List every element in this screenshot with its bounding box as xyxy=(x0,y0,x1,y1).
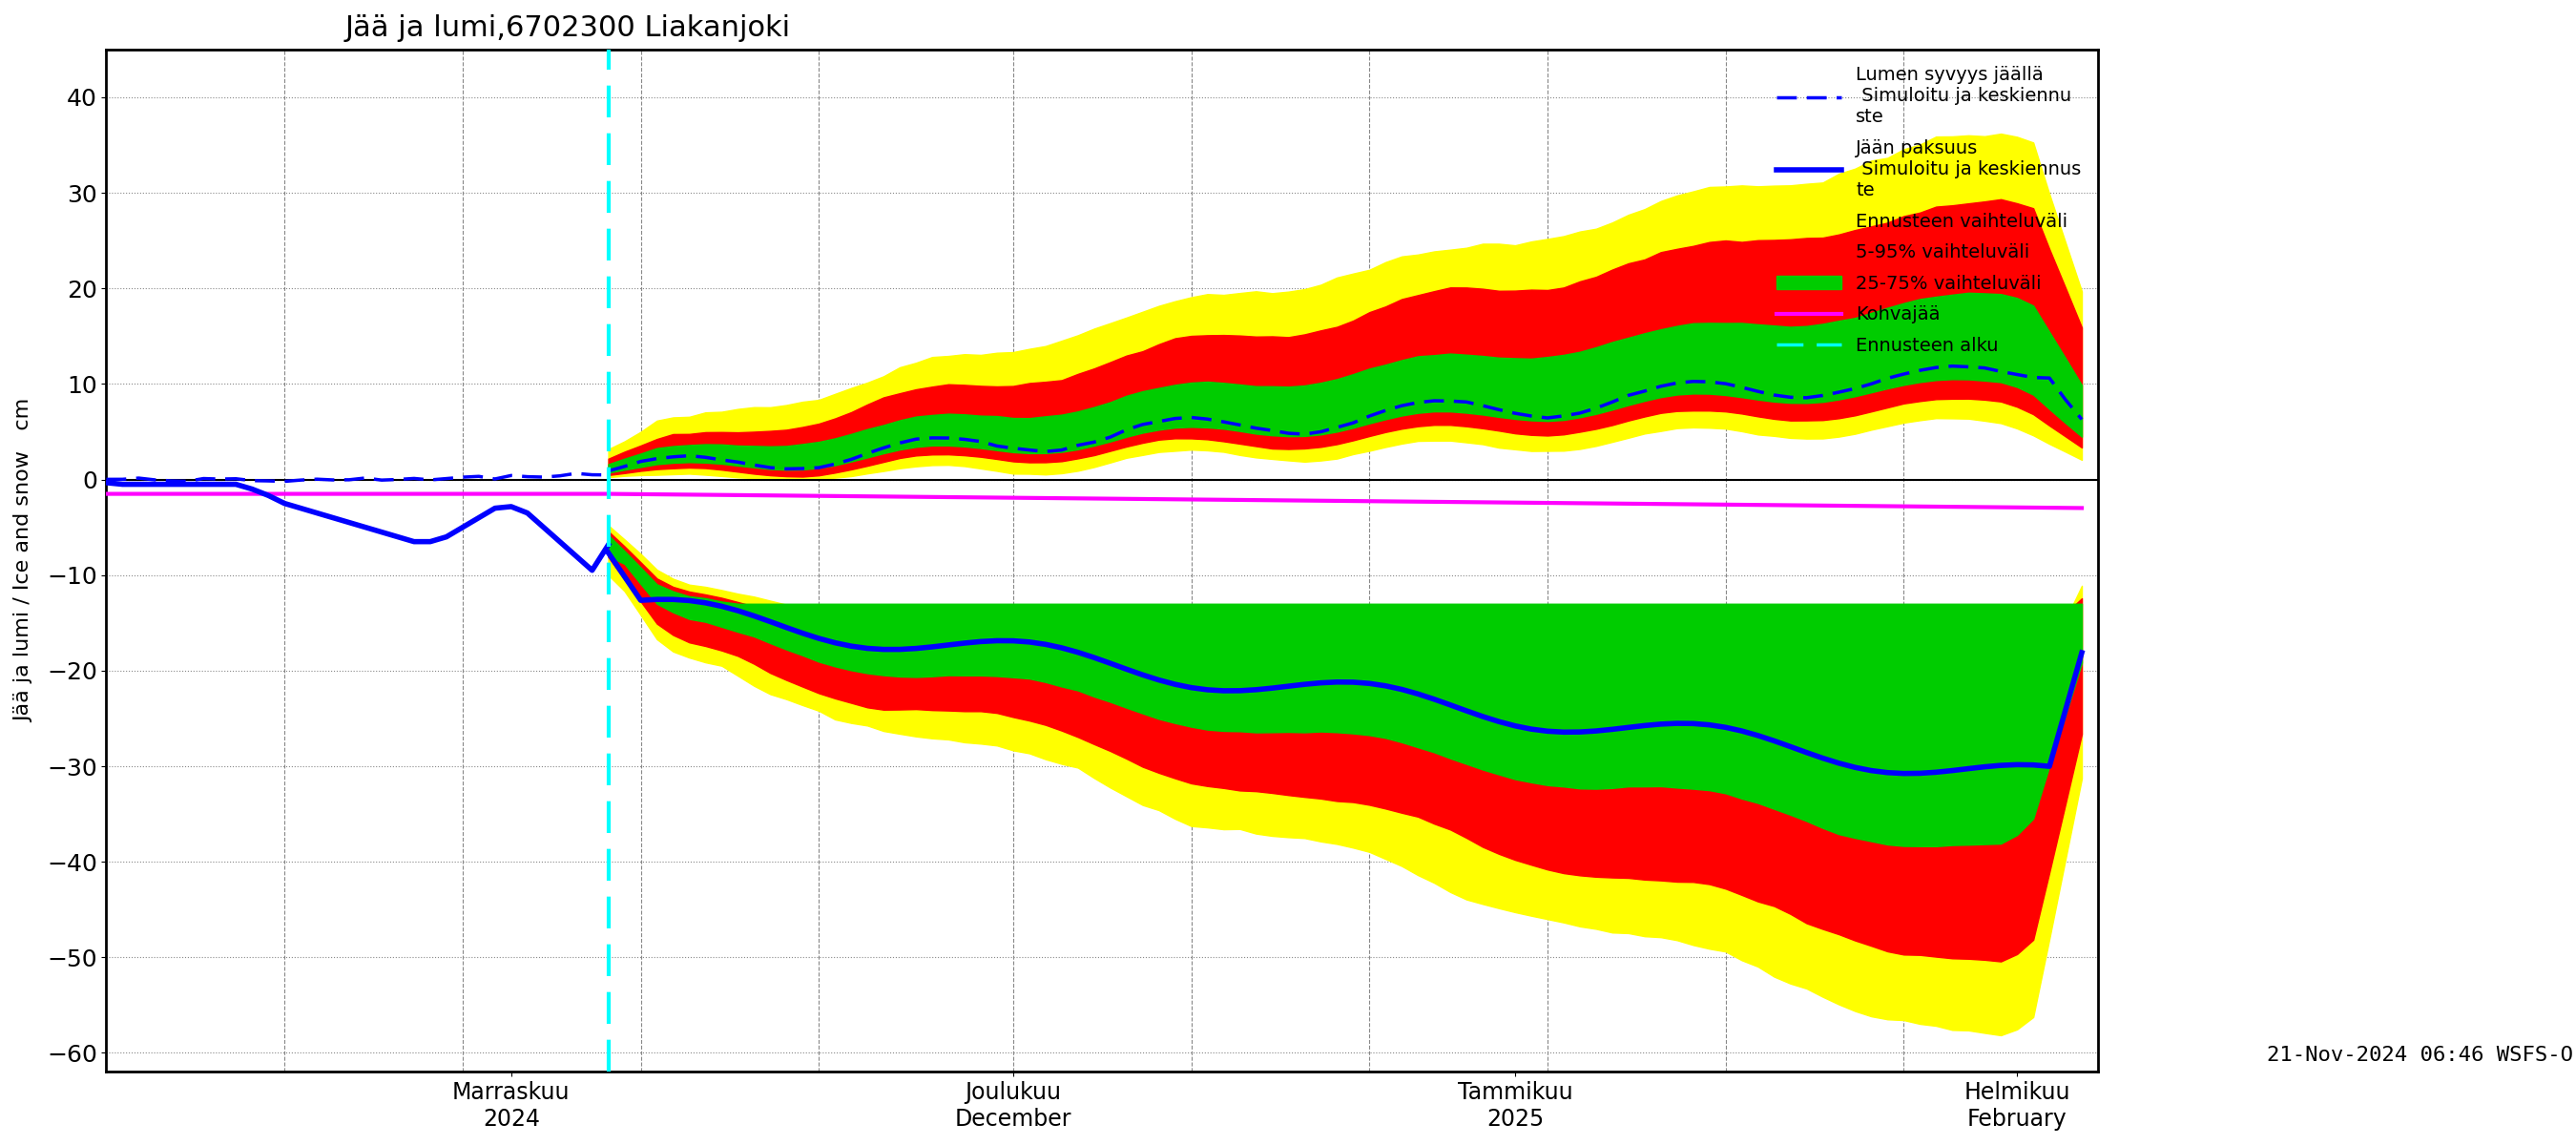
Legend: Lumen syvyys jäällä
 Simuloitu ja keskiennu
ste, Jään paksuus
 Simuloitu ja kesk: Lumen syvyys jäällä Simuloitu ja keskien… xyxy=(1770,58,2089,363)
Text: 21-Nov-2024 06:46 WSFS-O: 21-Nov-2024 06:46 WSFS-O xyxy=(2267,1045,2573,1065)
Y-axis label: Jää ja lumi / Ice and snow   cm: Jää ja lumi / Ice and snow cm xyxy=(15,398,33,722)
Text: Jää ja lumi,6702300 Liakanjoki: Jää ja lumi,6702300 Liakanjoki xyxy=(345,14,791,42)
